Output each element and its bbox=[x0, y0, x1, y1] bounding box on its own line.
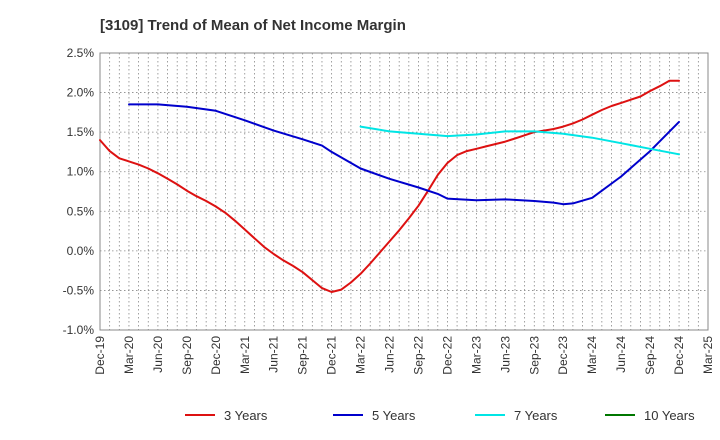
y-axis-ticks: 2.5% 2.0% 1.5% 1.0% 0.5% 0.0% -0.5% -1.0% bbox=[63, 46, 95, 337]
x-tick-label: Mar-24 bbox=[585, 336, 599, 374]
x-tick-label: Jun-24 bbox=[614, 336, 628, 373]
series-lines bbox=[99, 79, 680, 293]
chart-title: [3109] Trend of Mean of Net Income Margi… bbox=[100, 17, 406, 34]
x-tick-label: Dec-24 bbox=[672, 336, 686, 375]
x-tick-label: Sep-20 bbox=[180, 336, 194, 375]
legend-item: 7 Years bbox=[475, 408, 558, 423]
series-line-3-years bbox=[99, 79, 680, 293]
y-tick-label: 0.5% bbox=[67, 204, 95, 218]
y-tick-label: 2.5% bbox=[67, 46, 95, 60]
x-tick-label: Jun-21 bbox=[267, 336, 281, 373]
x-axis-ticks: Dec-19 Mar-20 Jun-20 Sep-20 Dec-20 Mar-21 Jun-… bbox=[93, 336, 715, 375]
series-line-5-years bbox=[128, 103, 680, 206]
series-line-7-years bbox=[359, 125, 680, 156]
x-tick-label: Sep-24 bbox=[643, 336, 657, 375]
y-tick-label: 0.0% bbox=[67, 244, 95, 258]
plot-area bbox=[99, 52, 709, 331]
y-tick-label: 1.5% bbox=[67, 125, 95, 139]
legend-item: 3 Years bbox=[185, 408, 268, 423]
legend-label: 5 Years bbox=[372, 408, 416, 423]
x-tick-label: Sep-23 bbox=[527, 336, 541, 375]
legend-label: 10 Years bbox=[644, 408, 695, 423]
legend-item: 5 Years bbox=[333, 408, 416, 423]
y-tick-label: 1.0% bbox=[67, 165, 95, 179]
x-tick-label: Jun-22 bbox=[383, 336, 397, 373]
x-tick-label: Jun-23 bbox=[498, 336, 512, 373]
x-tick-label: Dec-21 bbox=[325, 336, 339, 375]
y-tick-label: 2.0% bbox=[67, 86, 95, 100]
x-tick-label: Mar-21 bbox=[238, 336, 252, 374]
legend-label: 3 Years bbox=[224, 408, 268, 423]
x-tick-label: Mar-25 bbox=[701, 336, 715, 374]
x-tick-label: Dec-22 bbox=[440, 336, 454, 375]
y-tick-label: -0.5% bbox=[63, 283, 95, 297]
x-tick-label: Sep-22 bbox=[411, 336, 425, 375]
legend-item: 10 Years bbox=[605, 408, 695, 423]
y-tick-label: -1.0% bbox=[63, 323, 95, 337]
x-tick-label: Dec-23 bbox=[556, 336, 570, 375]
x-tick-label: Sep-21 bbox=[296, 336, 310, 375]
x-tick-label: Jun-20 bbox=[151, 336, 165, 373]
legend: 3 Years 5 Years 7 Years 10 Years bbox=[185, 408, 695, 423]
x-tick-label: Mar-23 bbox=[469, 336, 483, 374]
x-tick-label: Dec-19 bbox=[93, 336, 107, 375]
x-tick-label: Mar-22 bbox=[354, 336, 368, 374]
legend-label: 7 Years bbox=[514, 408, 558, 423]
x-tick-label: Dec-20 bbox=[209, 336, 223, 375]
x-tick-label: Mar-20 bbox=[122, 336, 136, 374]
